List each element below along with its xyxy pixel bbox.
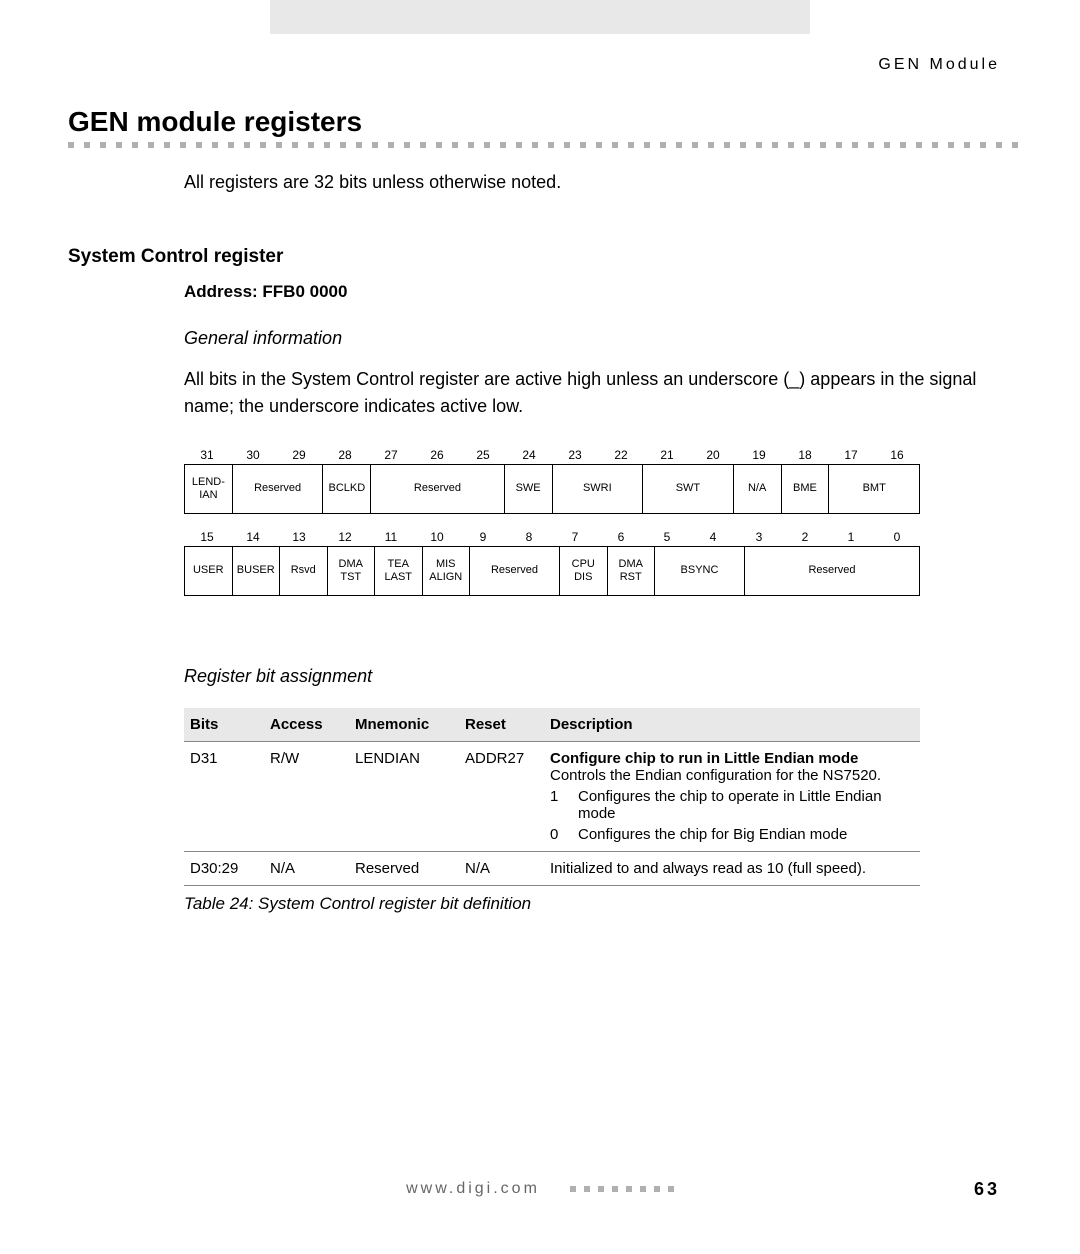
footer: www.digi.com 63: [0, 1180, 1080, 1198]
table-header: Reset: [459, 708, 544, 742]
table-cell: R/W: [264, 742, 349, 852]
bit-number: 5: [644, 530, 690, 544]
bit-number: 29: [276, 448, 322, 462]
table-cell: N/A: [264, 852, 349, 886]
bit-row: USERBUSERRsvdDMA TSTTEA LASTMIS ALIGNRes…: [184, 546, 920, 596]
bit-number: 7: [552, 530, 598, 544]
bit-cell: DMA RST: [608, 547, 656, 595]
table-header: Mnemonic: [349, 708, 459, 742]
bit-number: 2: [782, 530, 828, 544]
bit-number: 1: [828, 530, 874, 544]
bit-number: 17: [828, 448, 874, 462]
bit-number: 9: [460, 530, 506, 544]
bit-number: 4: [690, 530, 736, 544]
bit-number: 22: [598, 448, 644, 462]
bit-cell: BUSER: [233, 547, 281, 595]
bit-number: 14: [230, 530, 276, 544]
dotted-divider: [68, 142, 1020, 148]
table-row: D31R/WLENDIANADDR27Configure chip to run…: [184, 742, 920, 852]
bit-cell: Reserved: [745, 547, 919, 595]
bit-number: 8: [506, 530, 552, 544]
bit-number: 26: [414, 448, 460, 462]
bit-cell: LEND- IAN: [185, 465, 233, 513]
bit-number: 0: [874, 530, 920, 544]
bit-number: 23: [552, 448, 598, 462]
bit-cell: CPU DIS: [560, 547, 608, 595]
top-gray-bar: [270, 0, 810, 34]
bit-row: LEND- IANReservedBCLKDReservedSWESWRISWT…: [184, 464, 920, 514]
intro-text: All registers are 32 bits unless otherwi…: [184, 172, 561, 193]
footer-squares: [570, 1186, 674, 1192]
section-body: All bits in the System Control register …: [184, 366, 1000, 420]
bit-number: 31: [184, 448, 230, 462]
bit-assignment-table: BitsAccessMnemonicResetDescriptionD31R/W…: [184, 708, 920, 886]
header-label: GEN Module: [878, 56, 1000, 74]
bit-number: 24: [506, 448, 552, 462]
bit-cell: BSYNC: [655, 547, 745, 595]
bit-number: 19: [736, 448, 782, 462]
bit-cell: Reserved: [371, 465, 504, 513]
footer-url: www.digi.com: [406, 1180, 540, 1198]
table-cell: N/A: [459, 852, 544, 886]
bit-cell: MIS ALIGN: [423, 547, 471, 595]
table-cell: LENDIAN: [349, 742, 459, 852]
general-info-heading: General information: [184, 328, 342, 349]
bit-cell: Rsvd: [280, 547, 328, 595]
bit-number: 28: [322, 448, 368, 462]
bit-number: 27: [368, 448, 414, 462]
bit-number: 21: [644, 448, 690, 462]
bit-number: 3: [736, 530, 782, 544]
bit-cell: SWRI: [553, 465, 644, 513]
bit-cell: TEA LAST: [375, 547, 423, 595]
bit-assignment-heading: Register bit assignment: [184, 666, 372, 687]
bit-number: 16: [874, 448, 920, 462]
bit-number: 6: [598, 530, 644, 544]
bit-number: 10: [414, 530, 460, 544]
section-heading: System Control register: [68, 246, 283, 268]
bit-number: 18: [782, 448, 828, 462]
register-diagram: 31302928272625242322212019181716LEND- IA…: [184, 448, 920, 596]
table-cell-description: Initialized to and always read as 10 (fu…: [544, 852, 920, 886]
bit-number: 15: [184, 530, 230, 544]
bit-cell: N/A: [734, 465, 782, 513]
bit-numbers-row: 1514131211109876543210: [184, 530, 920, 544]
footer-page: 63: [974, 1179, 1000, 1200]
table-header: Description: [544, 708, 920, 742]
bit-number: 25: [460, 448, 506, 462]
bit-number: 13: [276, 530, 322, 544]
bit-cell: DMA TST: [328, 547, 376, 595]
table-cell: D30:29: [184, 852, 264, 886]
bit-cell: Reserved: [233, 465, 324, 513]
table-cell-description: Configure chip to run in Little Endian m…: [544, 742, 920, 852]
bit-cell: BCLKD: [323, 465, 371, 513]
table-row: D30:29N/AReservedN/AInitialized to and a…: [184, 852, 920, 886]
table-header: Access: [264, 708, 349, 742]
table-header: Bits: [184, 708, 264, 742]
address-label: Address: FFB0 0000: [184, 282, 347, 302]
bit-numbers-row: 31302928272625242322212019181716: [184, 448, 920, 462]
table-cell: ADDR27: [459, 742, 544, 852]
bit-cell: SWT: [643, 465, 734, 513]
bit-cell: BME: [782, 465, 830, 513]
bit-cell: Reserved: [470, 547, 560, 595]
bit-cell: BMT: [829, 465, 919, 513]
bit-number: 20: [690, 448, 736, 462]
bit-number: 11: [368, 530, 414, 544]
table-cell: Reserved: [349, 852, 459, 886]
bit-cell: SWE: [505, 465, 553, 513]
main-heading: GEN module registers: [68, 106, 362, 138]
table-cell: D31: [184, 742, 264, 852]
table-caption: Table 24: System Control register bit de…: [184, 894, 531, 914]
bit-cell: USER: [185, 547, 233, 595]
bit-number: 12: [322, 530, 368, 544]
bit-number: 30: [230, 448, 276, 462]
